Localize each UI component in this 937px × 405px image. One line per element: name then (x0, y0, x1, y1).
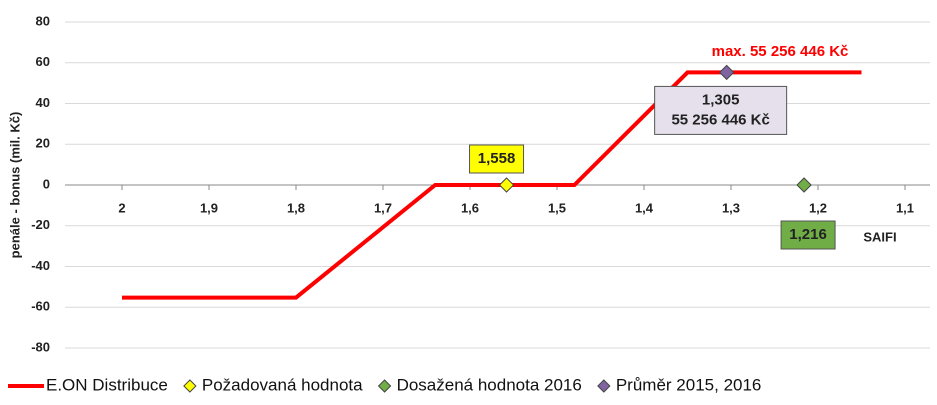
y-tick-label: -60 (31, 299, 50, 314)
data-label: 1,558 (478, 150, 516, 167)
y-tick-label: -80 (31, 339, 50, 354)
legend-marker (377, 379, 392, 393)
marker (718, 64, 735, 81)
x-tick-label: 2 (118, 200, 125, 215)
label-box (780, 220, 836, 250)
y-tick-label: 20 (36, 136, 50, 151)
x-tick-label: 1,3 (722, 200, 740, 215)
y-tick-label: -40 (31, 258, 50, 273)
label-box (654, 85, 788, 135)
x-tick-label: 1,6 (461, 200, 479, 215)
y-axis-label: penále - bonus (mil. Kč) (7, 112, 22, 259)
legend-label: Průměr 2015, 2016 (616, 375, 762, 394)
y-tick-label: 80 (36, 13, 50, 28)
label-box (469, 144, 525, 174)
x-axis-label: SAIFI (863, 229, 896, 244)
legend-marker (183, 379, 197, 393)
legend-marker (597, 379, 611, 393)
y-tick-label: 0 (43, 176, 50, 191)
x-tick-label: 1,8 (287, 200, 305, 215)
data-label: 55 256 446 Kč (671, 111, 769, 128)
data-label: 1,305 (702, 91, 740, 108)
y-tick-label: 40 (36, 95, 50, 110)
marker (796, 177, 812, 193)
x-tick-label: 1,2 (809, 200, 827, 215)
annotation: max. 55 256 446 Kč (712, 43, 849, 60)
legend-label: E.ON Distribuce (46, 375, 168, 394)
x-tick-label: 1,7 (374, 200, 392, 215)
x-tick-label: 1,9 (200, 200, 218, 215)
y-tick-label: 60 (36, 54, 50, 69)
marker (498, 177, 515, 193)
data-label: 1,216 (789, 226, 827, 243)
x-tick-label: 1,1 (896, 200, 914, 215)
y-tick-label: -20 (31, 217, 50, 232)
legend-label: Dosažená hodnota 2016 (397, 375, 582, 394)
legend-label: Požadovaná hodnota (202, 375, 363, 394)
x-tick-label: 1,4 (635, 200, 654, 215)
x-tick-label: 1,5 (548, 200, 566, 215)
